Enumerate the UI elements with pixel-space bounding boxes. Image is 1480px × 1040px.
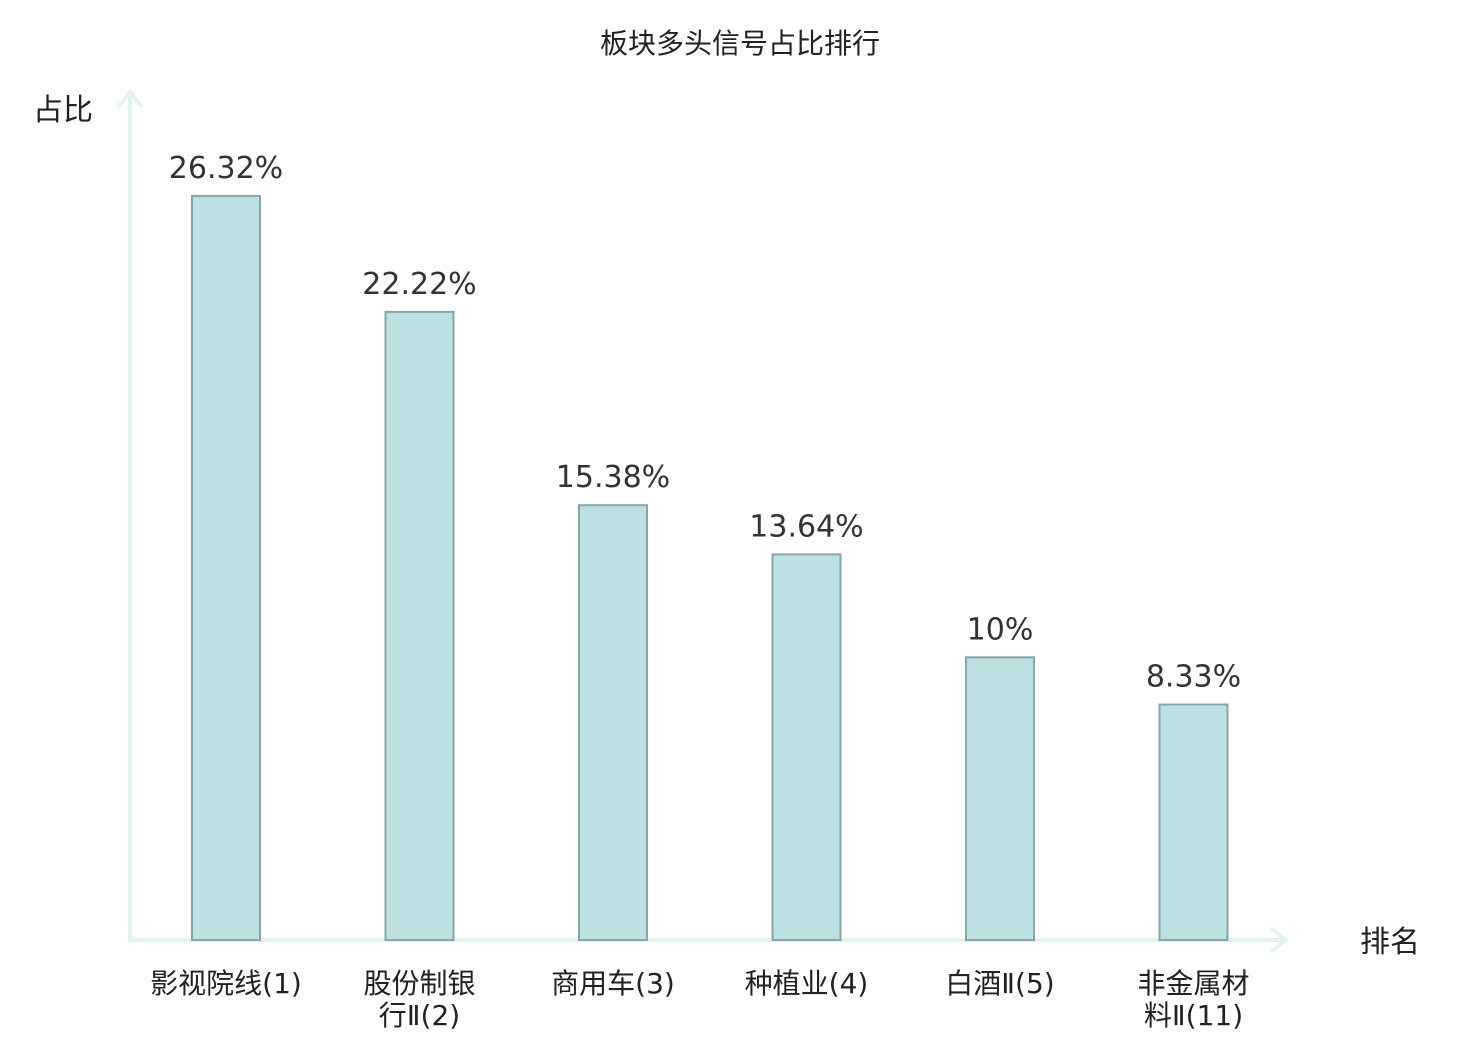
y-axis-label: 占比 bbox=[33, 93, 93, 128]
chart-title: 板块多头信号占比排行 bbox=[600, 27, 880, 60]
category-label: 料Ⅱ(11) bbox=[1144, 999, 1243, 1032]
value-labels: 26.32% 22.22% 15.38% 13.64% 10% 8.33% bbox=[169, 151, 1241, 695]
category-label: 种植业(4) bbox=[745, 967, 869, 1000]
bar-value-label: 10% bbox=[967, 612, 1034, 647]
bar bbox=[578, 504, 648, 941]
y-axis bbox=[117, 88, 143, 942]
x-axis bbox=[128, 927, 1290, 953]
bar-value-label: 22.22% bbox=[362, 267, 476, 302]
bar-value-label: 13.64% bbox=[749, 509, 863, 544]
bar-value-label: 26.32% bbox=[169, 151, 283, 186]
category-label: 非金属材 bbox=[1137, 967, 1249, 1000]
bar-value-label: 8.33% bbox=[1146, 660, 1241, 695]
category-label: 影视院线(1) bbox=[150, 967, 302, 1000]
bar bbox=[384, 310, 455, 942]
category-label: 行Ⅱ(2) bbox=[379, 999, 460, 1032]
bar bbox=[1158, 703, 1229, 942]
bar bbox=[191, 194, 261, 941]
category-label: 股份制银 bbox=[363, 967, 475, 1000]
category-label: 白酒Ⅱ(5) bbox=[945, 967, 1054, 1000]
bar-value-label: 15.38% bbox=[556, 460, 670, 495]
x-axis-label: 排名 bbox=[1360, 925, 1420, 960]
bar bbox=[771, 553, 842, 942]
bar bbox=[965, 656, 1035, 941]
bar-series bbox=[191, 194, 1229, 942]
category-label: 商用车(3) bbox=[551, 967, 675, 1000]
